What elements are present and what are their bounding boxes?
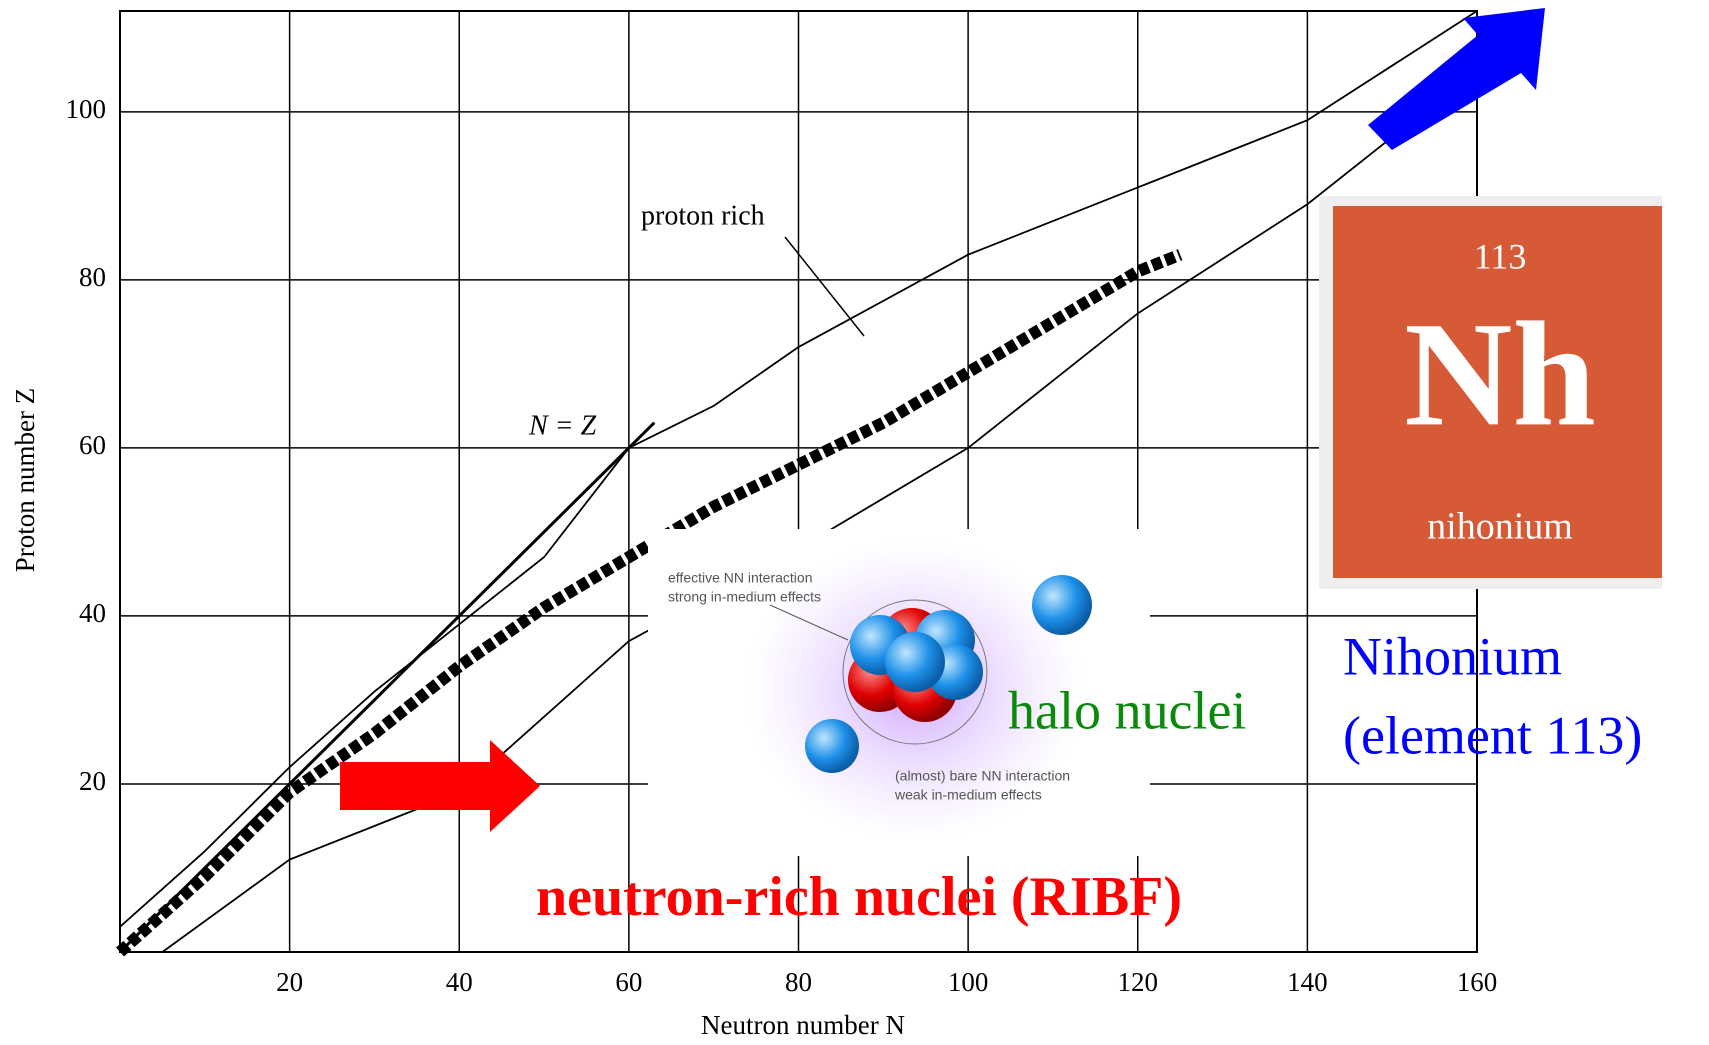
y-axis-label: Proton number Z	[10, 388, 40, 572]
atomic-number: 113	[1474, 236, 1527, 276]
x-tick-label: 100	[948, 967, 989, 997]
inset-text: effective NN interaction	[668, 570, 812, 586]
nucleon	[885, 632, 945, 692]
y-tick-label: 40	[79, 598, 106, 628]
element-name: nihonium	[1427, 506, 1573, 548]
element-tile: 113 Nh nihonium	[1319, 196, 1662, 589]
annotation: (element 113)	[1343, 705, 1642, 765]
blue-arrow	[1368, 8, 1545, 150]
annotation: neutron-rich nuclei (RIBF)	[536, 866, 1182, 928]
inset-text: (almost) bare NN interaction	[895, 768, 1070, 784]
annotation: Nihonium	[1343, 626, 1562, 686]
x-tick-label: 160	[1457, 967, 1498, 997]
y-tick-label: 100	[66, 94, 107, 124]
pointer	[785, 237, 864, 336]
annotation: N = Z	[528, 410, 597, 441]
x-tick-label: 140	[1287, 967, 1328, 997]
inset-text: strong in-medium effects	[668, 589, 821, 605]
halo-neutron	[805, 719, 859, 773]
y-tick-label: 20	[79, 766, 106, 796]
x-tick-label: 80	[785, 967, 812, 997]
inset-text: weak in-medium effects	[894, 787, 1042, 803]
x-tick-label: 120	[1118, 967, 1159, 997]
element-symbol: Nh	[1404, 291, 1596, 457]
chart: 20 40 60 80 100 120 140 160 20 40 60 80 100 Neutron …	[0, 0, 1709, 1045]
x-tick-label: 60	[615, 967, 642, 997]
x-axis-label: Neutron number N	[701, 1010, 905, 1040]
y-tick-label: 80	[79, 262, 106, 292]
red-arrow	[340, 740, 540, 832]
halo-neutron	[1032, 575, 1092, 635]
y-tick-label: 60	[79, 430, 106, 460]
annotation: proton rich	[641, 200, 765, 231]
x-tick-label: 40	[446, 967, 473, 997]
x-tick-label: 20	[276, 967, 303, 997]
annotation: halo nuclei	[1008, 680, 1246, 740]
